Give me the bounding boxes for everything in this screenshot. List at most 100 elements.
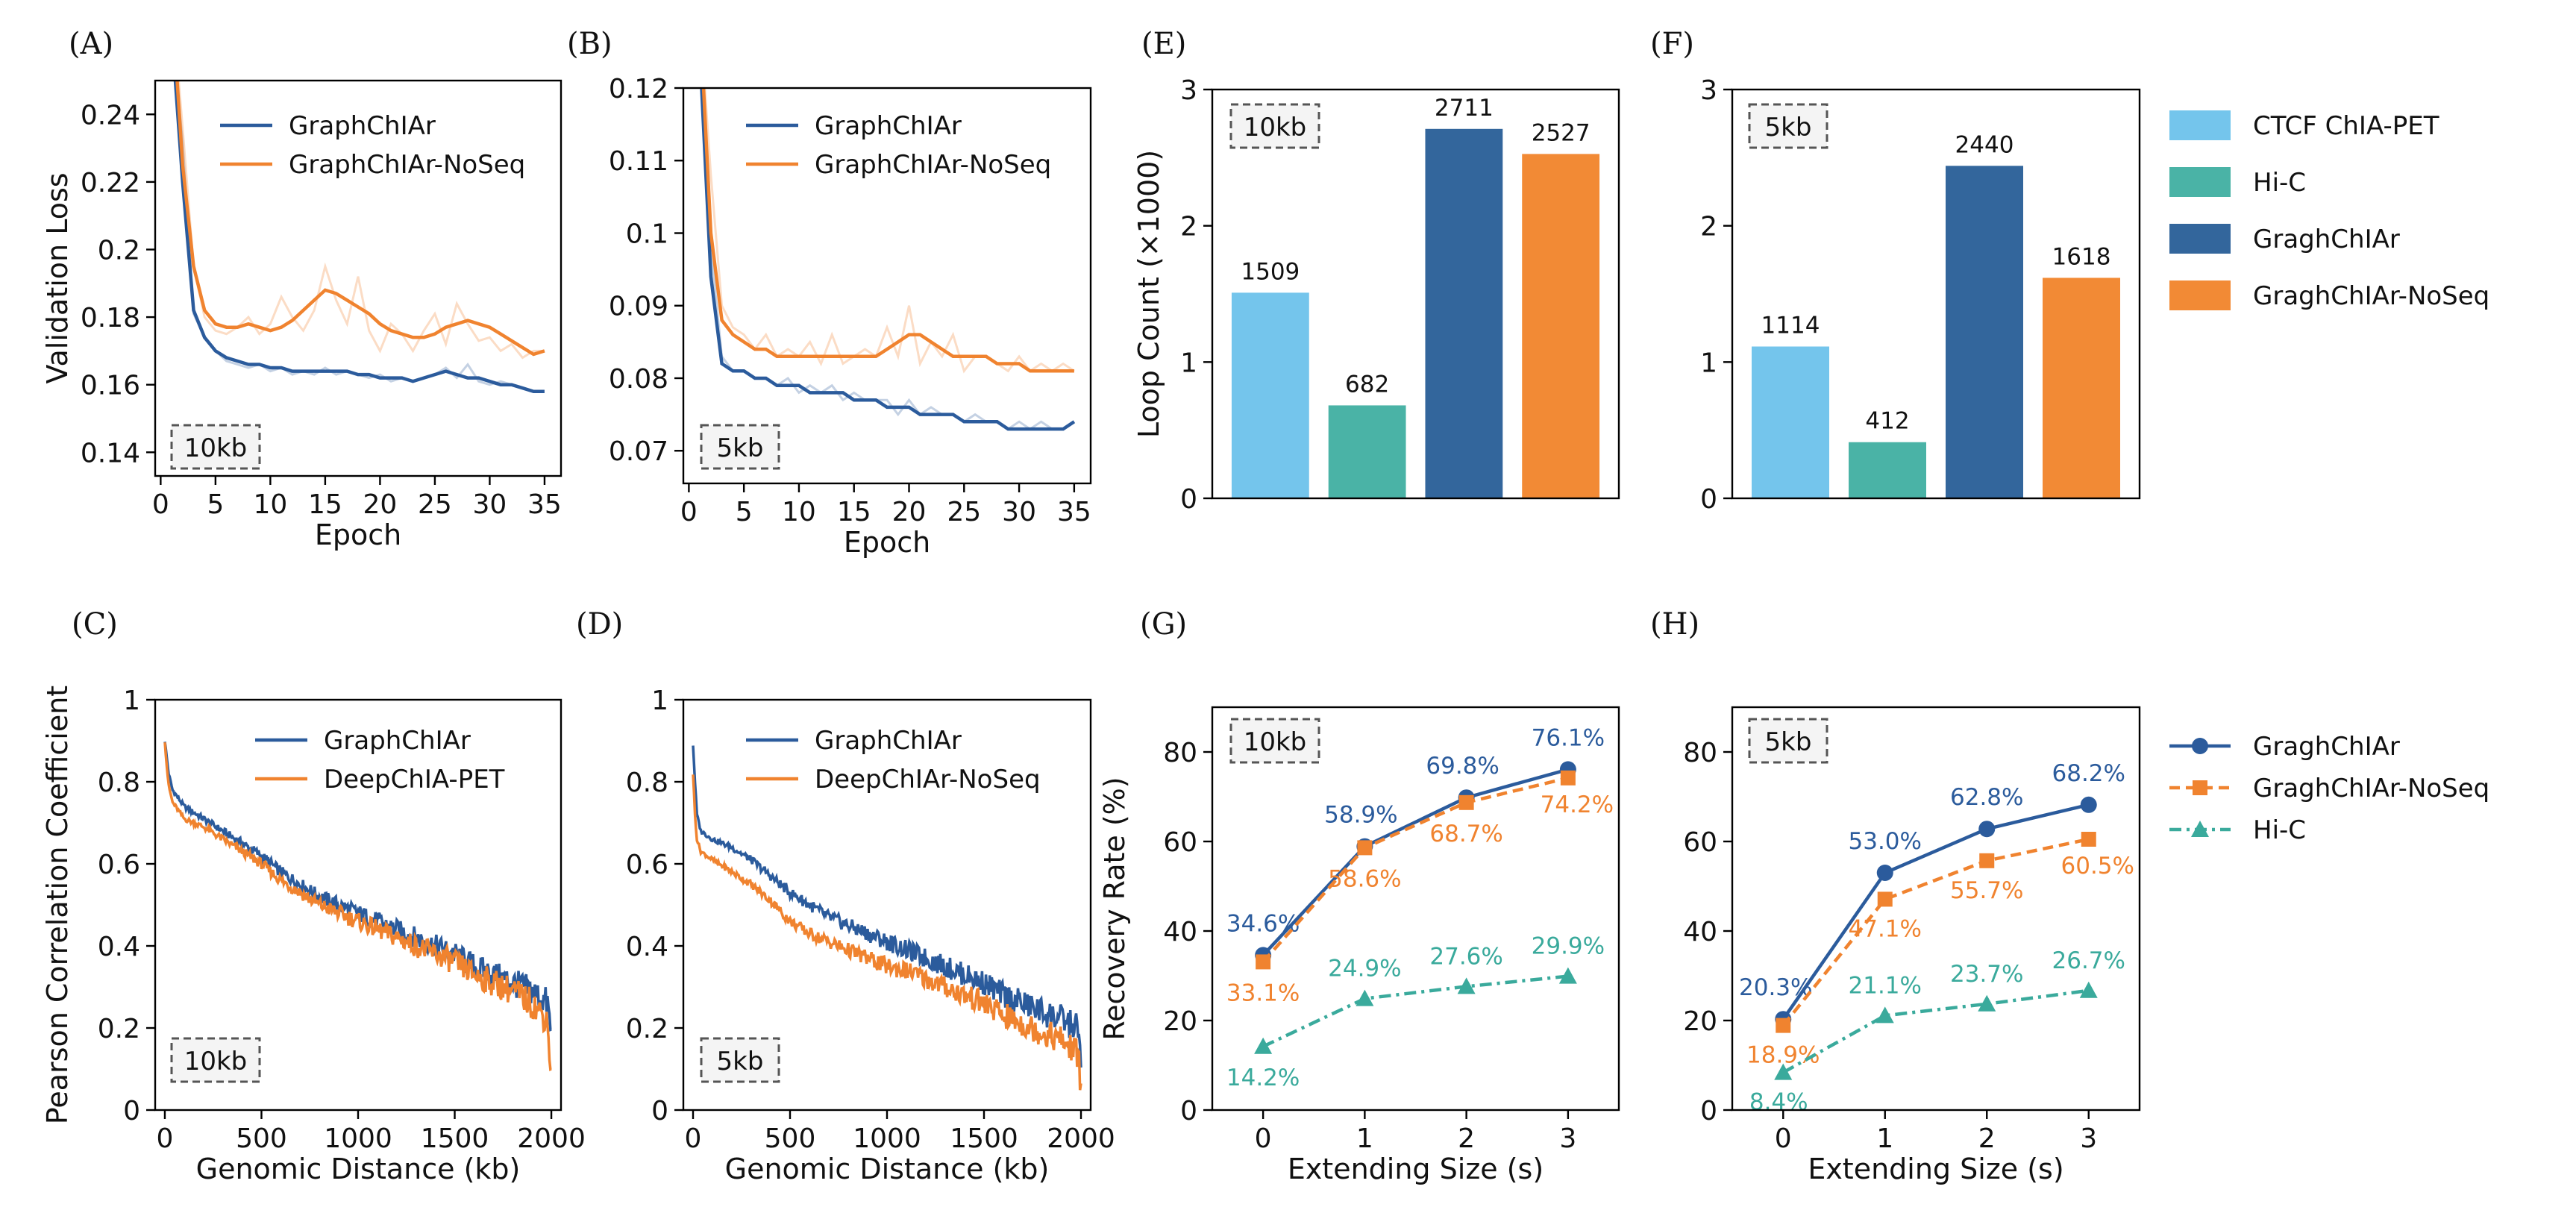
bar-legend-label: GraghChIAr-NoSeq xyxy=(2253,281,2489,311)
resolution-label-E: 10kb xyxy=(1244,113,1307,142)
axes-frame-E xyxy=(1211,88,1620,500)
ytick-label-H: 20 xyxy=(1683,1006,1717,1037)
resolution-label-H: 5kb xyxy=(1765,727,1812,757)
xtick-label-A: 35 xyxy=(527,489,562,520)
xtick-label-H: 1 xyxy=(1876,1123,1893,1154)
ytick-label-G: 40 xyxy=(1163,917,1197,947)
bar-value-label-E: 2527 xyxy=(1532,119,1591,146)
resolution-badge-F xyxy=(1748,103,1828,149)
bar-value-label-F: 412 xyxy=(1865,408,1909,435)
bar-F-2 xyxy=(1849,442,1926,498)
bar-E-2 xyxy=(1328,405,1406,498)
xtick-label-C: 0 xyxy=(156,1123,173,1154)
bar-E-1 xyxy=(1231,292,1309,498)
recovery-line-H xyxy=(1781,803,2090,1021)
data-label-G: 58.9% xyxy=(1324,802,1397,829)
data-label-G: 69.8% xyxy=(1426,753,1499,780)
panel-label-D: (D) xyxy=(576,607,623,642)
recovery-legend-marker xyxy=(2191,821,2209,837)
legend-label-D: DeepChIAr-NoSeq xyxy=(815,765,1041,794)
xtick-label-D: 2000 xyxy=(1047,1123,1115,1154)
data-label-H: 62.8% xyxy=(1950,784,2023,811)
bar-value-label-F: 1114 xyxy=(1761,313,1820,339)
ytick-label-D: 0.2 xyxy=(626,1014,668,1044)
axes-frame-G xyxy=(1211,706,1620,1112)
xtick-label-B: 30 xyxy=(1002,497,1036,527)
legend-label-D: GraphChIAr xyxy=(815,726,962,756)
recovery-legend-label: GraghChIAr xyxy=(2253,732,2400,762)
recovery-legend-marker xyxy=(2192,738,2208,754)
ytick-label-E: 1 xyxy=(1180,348,1197,378)
data-point-H xyxy=(1978,821,1996,838)
panel-label-C: (C) xyxy=(72,607,118,642)
bar-value-label-F: 2440 xyxy=(1955,131,2014,158)
recovery-line-G xyxy=(1262,776,1569,963)
ytick-label-A: 0.22 xyxy=(81,168,140,198)
panel-label-B: (B) xyxy=(567,27,612,61)
axes-frame-B xyxy=(682,87,1092,485)
legend-label-A: GraphChIAr-NoSeq xyxy=(289,150,525,180)
correlation-line-C xyxy=(163,742,552,1072)
data-point-G xyxy=(1457,977,1476,994)
bar-value-label-E: 682 xyxy=(1345,371,1389,398)
axes-frame-F xyxy=(1731,88,2141,500)
resolution-badge-C xyxy=(170,1037,261,1083)
x-axis-label-A: Epoch xyxy=(315,518,401,551)
x-axis-label-D: Genomic Distance (kb) xyxy=(725,1153,1050,1185)
bar-E-4 xyxy=(1522,154,1600,498)
data-label-G: 58.6% xyxy=(1328,865,1401,892)
xtick-label-H: 2 xyxy=(1978,1123,1996,1154)
ytick-label-A: 0.2 xyxy=(98,235,140,266)
recovery-line-G xyxy=(1262,768,1569,956)
ytick-label-G: 60 xyxy=(1163,827,1197,858)
smoothed-loss-line-B xyxy=(701,88,1074,373)
xtick-label-A: 15 xyxy=(308,489,342,520)
xtick-label-D: 1000 xyxy=(853,1123,921,1154)
data-point-H xyxy=(2081,832,2096,847)
xtick-label-G: 3 xyxy=(1559,1123,1576,1154)
xtick-label-B: 20 xyxy=(892,497,927,527)
data-label-G: 27.6% xyxy=(1429,943,1502,970)
recovery-legend-marker xyxy=(2193,780,2207,795)
data-label-G: 76.1% xyxy=(1532,724,1605,751)
raw-loss-line-B xyxy=(703,88,1075,374)
data-point-G xyxy=(1256,954,1271,970)
ytick-label-B: 0.09 xyxy=(609,292,668,322)
bar-legend-label: CTCF ChIA-PET xyxy=(2253,111,2439,141)
x-axis-label-G: Extending Size (s) xyxy=(1288,1153,1544,1185)
axes-frame-H xyxy=(1731,706,2141,1112)
data-point-G xyxy=(1458,794,1474,810)
xtick-label-B: 15 xyxy=(837,497,871,527)
resolution-label-F: 5kb xyxy=(1765,113,1812,142)
data-point-H xyxy=(1875,1006,1894,1024)
data-label-H: 60.5% xyxy=(2061,853,2134,880)
ytick-label-C: 1 xyxy=(123,686,140,716)
axes-frame-A xyxy=(154,79,562,477)
xtick-label-A: 10 xyxy=(253,489,287,520)
legend-label-A: GraphChIAr xyxy=(289,111,436,141)
smoothed-loss-line-B xyxy=(700,88,1076,431)
bar-value-label-F: 1618 xyxy=(2052,243,2111,270)
ytick-label-E: 3 xyxy=(1180,75,1197,106)
bar-F-1 xyxy=(1752,346,1829,498)
resolution-label-C: 10kb xyxy=(184,1047,248,1076)
ytick-label-D: 0 xyxy=(651,1096,668,1126)
ytick-label-B: 0.1 xyxy=(626,219,668,249)
data-point-H xyxy=(1776,1018,1791,1033)
recovery-legend-label: GraghChIAr-NoSeq xyxy=(2253,774,2489,803)
xtick-label-C: 1000 xyxy=(324,1123,392,1154)
data-point-G xyxy=(1357,840,1373,856)
y-axis-label-A: Validation Loss xyxy=(41,172,74,383)
resolution-label-A: 10kb xyxy=(184,433,248,463)
ytick-label-C: 0.6 xyxy=(98,850,140,880)
data-label-H: 47.1% xyxy=(1849,915,1922,942)
ytick-label-B: 0.08 xyxy=(609,364,668,395)
resolution-badge-E xyxy=(1229,103,1320,149)
data-label-H: 8.4% xyxy=(1749,1089,1808,1116)
data-point-H xyxy=(2080,796,2097,813)
panel-label-H: (H) xyxy=(1650,607,1699,642)
xtick-label-B: 10 xyxy=(782,497,816,527)
data-point-H xyxy=(1774,1063,1793,1080)
ytick-label-B: 0.12 xyxy=(609,74,668,104)
